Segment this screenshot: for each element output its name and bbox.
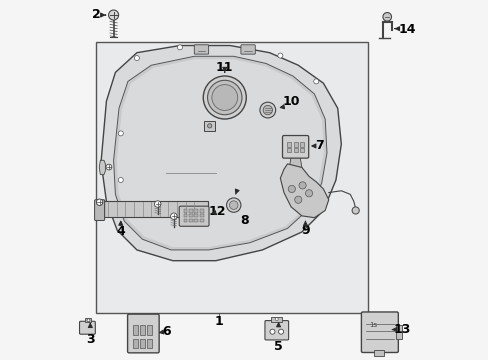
Text: 6: 6 [162, 325, 171, 338]
Text: 5: 5 [274, 339, 283, 352]
Circle shape [154, 201, 161, 207]
Bar [140, 338, 144, 348]
Bar [199, 210, 203, 213]
Circle shape [305, 190, 312, 197]
Circle shape [269, 329, 274, 334]
Circle shape [211, 85, 237, 111]
Bar [96, 42, 367, 313]
Text: 1s: 1s [369, 322, 377, 328]
Bar [147, 338, 152, 348]
FancyBboxPatch shape [264, 320, 288, 340]
Bar [188, 219, 192, 222]
Bar [300, 142, 304, 147]
Circle shape [313, 79, 318, 84]
Circle shape [382, 13, 391, 21]
Bar [132, 338, 137, 348]
Polygon shape [289, 157, 301, 167]
Circle shape [170, 213, 177, 220]
Bar [183, 210, 187, 213]
Circle shape [263, 105, 272, 115]
Text: 11: 11 [216, 60, 233, 73]
Text: 12: 12 [208, 205, 226, 218]
Circle shape [134, 55, 139, 60]
Bar [271, 317, 282, 321]
Circle shape [277, 53, 282, 58]
Text: 10: 10 [282, 95, 299, 108]
FancyBboxPatch shape [94, 200, 104, 221]
Circle shape [177, 45, 182, 50]
Text: 14: 14 [398, 23, 415, 36]
Circle shape [207, 124, 211, 128]
Polygon shape [99, 160, 105, 175]
Circle shape [351, 207, 359, 214]
FancyBboxPatch shape [241, 45, 255, 54]
Text: 7: 7 [315, 139, 324, 152]
FancyBboxPatch shape [194, 45, 208, 54]
Bar [140, 324, 144, 335]
Bar [204, 121, 215, 131]
Circle shape [278, 329, 283, 334]
Circle shape [118, 177, 123, 183]
Polygon shape [280, 164, 328, 218]
Bar [199, 214, 203, 217]
Bar [199, 219, 203, 222]
Circle shape [229, 201, 238, 210]
Circle shape [207, 80, 242, 115]
FancyBboxPatch shape [361, 312, 398, 352]
Text: 8: 8 [240, 214, 248, 227]
FancyBboxPatch shape [179, 206, 208, 226]
FancyBboxPatch shape [80, 321, 95, 334]
Circle shape [294, 196, 301, 203]
Circle shape [87, 319, 90, 321]
Bar [85, 318, 91, 322]
Circle shape [203, 76, 246, 119]
Circle shape [275, 318, 278, 320]
Bar [147, 324, 152, 335]
Bar [183, 219, 187, 222]
Circle shape [108, 10, 119, 20]
Polygon shape [117, 59, 323, 247]
Polygon shape [113, 56, 326, 250]
Bar [286, 142, 291, 147]
Bar [373, 350, 384, 356]
Bar [293, 148, 297, 152]
Circle shape [226, 198, 241, 212]
FancyBboxPatch shape [127, 314, 159, 353]
Text: 4: 4 [116, 225, 125, 238]
Circle shape [298, 182, 305, 189]
Polygon shape [101, 45, 341, 261]
Circle shape [106, 164, 112, 170]
Bar [395, 325, 401, 338]
Bar [132, 324, 137, 335]
Bar [300, 148, 304, 152]
Bar [103, 201, 207, 217]
Bar [188, 210, 192, 213]
Bar [188, 214, 192, 217]
Text: 2: 2 [92, 8, 101, 21]
Text: 1: 1 [215, 315, 224, 328]
Bar [183, 214, 187, 217]
Text: 9: 9 [301, 224, 309, 237]
Circle shape [118, 131, 123, 136]
Bar [194, 210, 198, 213]
Circle shape [287, 185, 295, 193]
Bar [194, 214, 198, 217]
Bar [286, 148, 291, 152]
Bar [293, 142, 297, 147]
FancyBboxPatch shape [282, 135, 308, 158]
Text: 13: 13 [392, 323, 410, 336]
Bar [194, 219, 198, 222]
Text: 3: 3 [86, 333, 94, 346]
Circle shape [96, 199, 102, 206]
Circle shape [260, 102, 275, 118]
